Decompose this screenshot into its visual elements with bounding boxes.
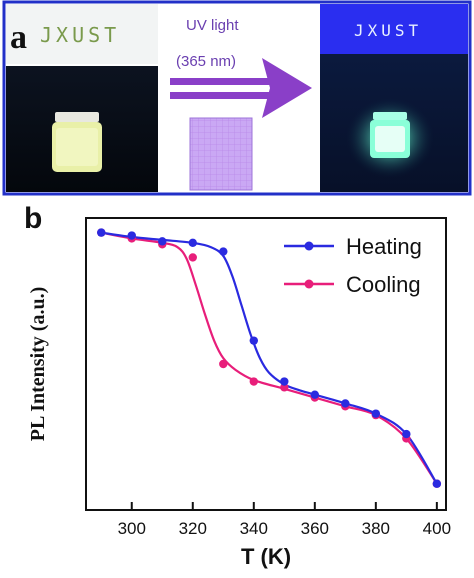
uv-filter-square <box>189 117 253 191</box>
pl-intensity-chart: b 300 320 340 360 380 400 T (K) PL Intensity … <box>24 202 451 569</box>
cooling-curve <box>101 231 438 485</box>
heating-point <box>249 336 258 345</box>
vial-glowing-icon <box>346 98 434 178</box>
heating-point <box>432 479 442 488</box>
plot-frame <box>85 217 447 511</box>
heating-point <box>219 247 228 256</box>
x-tick-label: 300 <box>118 519 146 538</box>
uv-wavelength-label: (365 nm) <box>176 53 236 70</box>
cooling-point <box>188 253 197 262</box>
panel-a-figure: a JXUST UV light (365 nm) JXUST <box>2 0 472 196</box>
heating-point <box>280 377 289 386</box>
legend-label-heating: Heating <box>346 234 422 259</box>
left-label-strip <box>6 4 158 64</box>
x-tick-label: 400 <box>423 519 451 538</box>
heating-point <box>341 399 350 408</box>
legend-marker-heating <box>304 241 314 251</box>
heating-point <box>188 238 197 248</box>
heating-point <box>402 429 411 439</box>
heating-point <box>97 228 106 237</box>
panel-b-letter: b <box>24 202 42 235</box>
cooling-point <box>249 377 258 386</box>
x-tick-label: 320 <box>179 519 207 538</box>
x-tick-label: 380 <box>362 519 390 538</box>
panel-a-letter: a <box>10 19 27 56</box>
series-layer <box>97 228 442 488</box>
cooling-point <box>280 383 289 392</box>
x-tick-label: 360 <box>301 519 329 538</box>
cooling-point <box>219 359 228 369</box>
heating-curve <box>101 231 438 485</box>
y-axis-label: PL Intensity (a.u.) <box>27 287 49 441</box>
x-axis-ticks: 300 320 340 360 380 400 <box>118 502 451 538</box>
arrow-right-icon <box>170 58 312 118</box>
heating-point <box>127 231 136 240</box>
uv-light-label: UV light <box>186 17 239 34</box>
heating-point <box>371 409 381 418</box>
x-axis-label: T (K) <box>241 544 291 569</box>
legend-label-cooling: Cooling <box>346 272 421 297</box>
heating-point <box>158 237 167 246</box>
right-label-strip <box>320 4 468 54</box>
legend: Heating Cooling <box>284 234 422 297</box>
legend-marker-cooling <box>304 279 314 289</box>
brand-label-right: JXUST <box>354 21 422 40</box>
heating-point <box>310 390 320 399</box>
brand-label-left: JXUST <box>40 23 120 47</box>
vial-daylight-icon <box>52 112 102 172</box>
x-tick-label: 340 <box>240 519 268 538</box>
